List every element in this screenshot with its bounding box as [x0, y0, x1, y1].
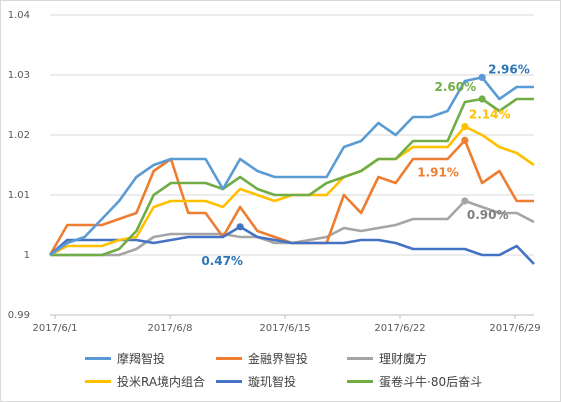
- data-label: 2.96%: [488, 62, 530, 76]
- data-point-marker: [478, 73, 486, 81]
- legend-item-1: 摩羯智投: [85, 349, 165, 367]
- x-tick-label: 2017/6/15: [259, 323, 310, 334]
- data-label: 2.14%: [469, 108, 511, 122]
- data-label: 2.60%: [435, 80, 477, 94]
- gridlines: [50, 14, 534, 316]
- y-axis-ticks: 0.99 1 1.01 1.02 1.03 1.04: [8, 10, 30, 321]
- legend-label: 理财魔方: [379, 351, 428, 366]
- x-tick-label: 2017/6/22: [374, 323, 425, 334]
- legend-item-6: 蛋卷斗牛·80后奋斗: [347, 372, 482, 390]
- data-point-marker: [236, 223, 244, 231]
- y-tick-label: 0.99: [8, 310, 30, 321]
- legend-label: 摩羯智投: [117, 351, 166, 366]
- x-axis-ticks: 2017/6/1 2017/6/8 2017/6/15 2017/6/22 2017/6…: [33, 315, 541, 334]
- legend: 摩羯智投 金融界智投 理财魔方 投米RA境内组合 璇玑智投 蛋卷斗牛·80后奋斗: [0, 346, 561, 396]
- x-tick-label: 2017/6/29: [489, 323, 540, 334]
- legend-label: 投米RA境内组合: [117, 374, 206, 389]
- series-line-5: [49, 225, 535, 265]
- data-label: 1.91%: [417, 165, 459, 179]
- data-point-marker: [461, 197, 469, 205]
- y-tick-label: 1.01: [8, 190, 30, 201]
- series-lines: [48, 76, 535, 265]
- x-tick-label: 2017/6/1: [33, 323, 78, 334]
- series-line-1: [49, 76, 534, 257]
- data-label: 0.90%: [467, 208, 509, 222]
- legend-item-5: 璇玑智投: [216, 372, 296, 390]
- y-tick-label: 1: [24, 250, 30, 261]
- data-label: 0.47%: [201, 254, 243, 268]
- y-tick-label: 1.04: [8, 10, 30, 21]
- data-labels: 2.96% 2.60% 2.14% 1.91% 0.90% 0.47%: [201, 62, 529, 267]
- data-point-marker: [461, 136, 469, 144]
- legend-swatch: [347, 356, 373, 360]
- legend-swatch: [347, 379, 373, 383]
- legend-label: 蛋卷斗牛·80后奋斗: [379, 374, 483, 389]
- legend-item-4: 投米RA境内组合: [85, 372, 205, 390]
- legend-label: 璇玑智投: [248, 374, 297, 389]
- x-tick-label: 2017/6/8: [148, 323, 193, 334]
- legend-swatch: [85, 356, 111, 360]
- legend-swatch: [216, 379, 242, 383]
- legend-item-3: 理财魔方: [347, 349, 427, 367]
- legend-swatch: [216, 356, 242, 360]
- legend-item-2: 金融界智投: [216, 349, 308, 367]
- legend-label: 金融界智投: [248, 351, 309, 366]
- y-tick-label: 1.03: [8, 70, 30, 81]
- series-line-6: [50, 97, 534, 257]
- y-tick-label: 1.02: [8, 130, 30, 141]
- data-point-marker: [461, 123, 469, 131]
- legend-swatch: [85, 379, 111, 383]
- data-point-marker: [478, 95, 486, 103]
